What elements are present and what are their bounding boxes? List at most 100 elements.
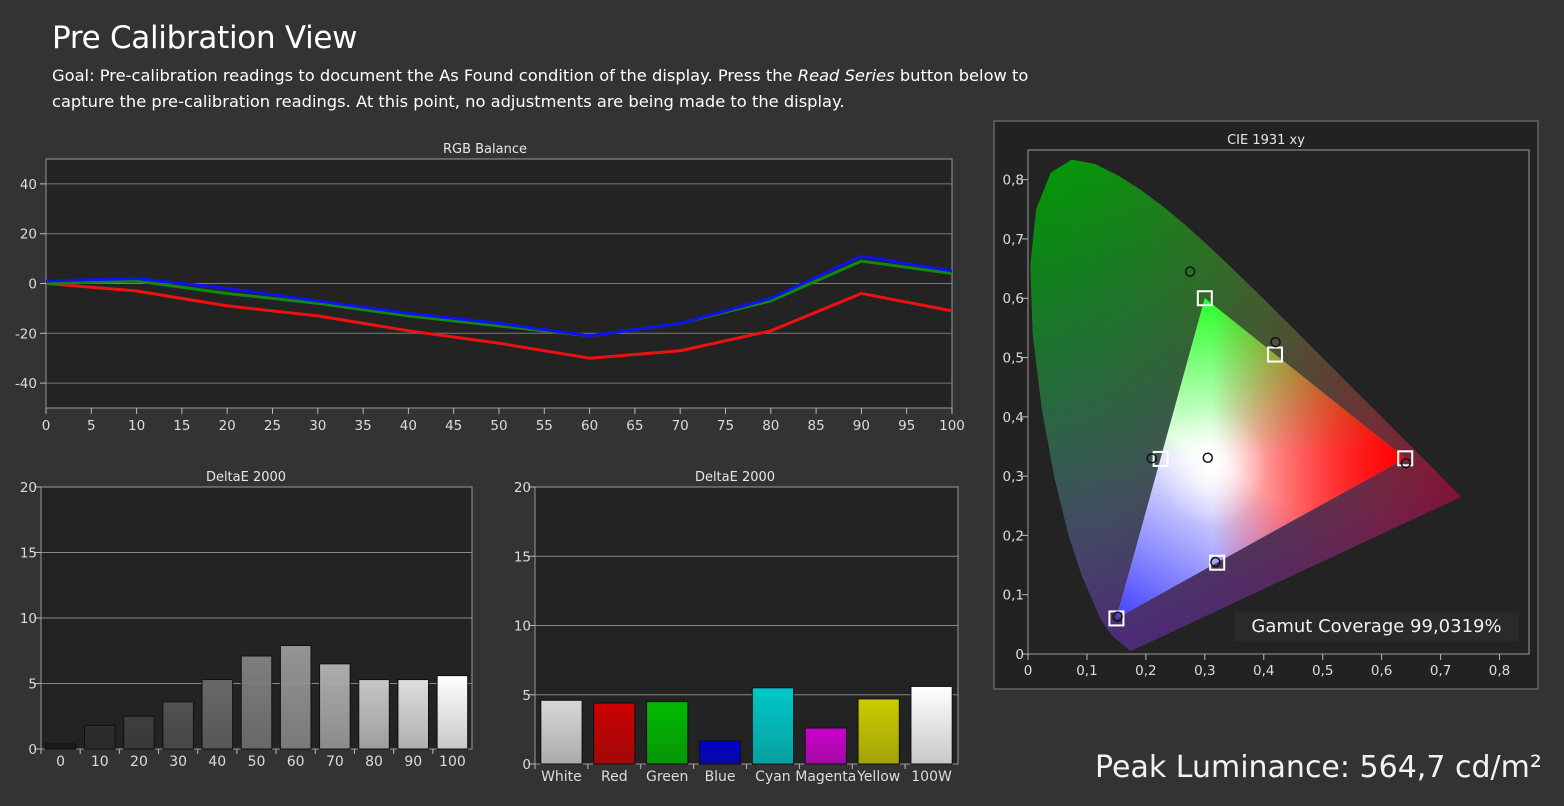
cie-target-magenta <box>1209 554 1226 571</box>
cie-ytick-label: 0,4 <box>1003 410 1024 426</box>
cie-measured-white <box>1202 452 1214 463</box>
g1-xtick-label: 0 <box>56 754 65 770</box>
cie-ytick-label: 0,5 <box>1003 351 1024 367</box>
g1-xtick-label: 60 <box>287 754 305 770</box>
g1-ytick-label: 20 <box>20 480 37 496</box>
cie-ytick-label: 0,2 <box>1003 528 1024 544</box>
rgb-red-line <box>45 282 953 360</box>
rgb-ytick-label: 40 <box>20 177 37 193</box>
rgb-ytick-label: 20 <box>20 227 37 243</box>
cie-measured-yellow <box>1270 336 1281 348</box>
g1-xtick-label: 10 <box>91 754 109 770</box>
g1-bar <box>240 655 273 750</box>
cie-target-red <box>1397 450 1414 467</box>
g1-ytick-label: 10 <box>20 611 37 627</box>
g1-bar <box>358 679 390 750</box>
g2-xtick-label: Magenta <box>795 769 856 785</box>
g2-bar <box>910 685 953 765</box>
cie-xtick-label: 0,1 <box>1076 663 1097 679</box>
cie-xtick-label: 0,3 <box>1194 663 1215 679</box>
rgb-green-line <box>45 259 953 338</box>
g1-bar <box>319 663 351 750</box>
cie-target-blue <box>1108 610 1125 627</box>
peak-luminance-label: Peak Luminance: 564,7 cd/m² <box>1095 750 1542 785</box>
g1-xtick-label: 20 <box>130 754 148 770</box>
gamut-coverage-label: Gamut Coverage 99,0319% <box>1234 613 1519 641</box>
cie-measured-magenta <box>1210 556 1221 568</box>
cie-xtick-label: 0,4 <box>1253 663 1274 679</box>
g1-bar <box>162 701 194 750</box>
g1-xtick-label: 80 <box>365 754 383 770</box>
deltae-gray-title: DeltaE 2000 <box>206 470 286 485</box>
rgb-xtick-label: 10 <box>128 418 145 434</box>
g2-xtick-label: Blue <box>705 769 736 785</box>
rgb-xtick-label: 90 <box>853 418 870 434</box>
cie-ytick-label: 0,6 <box>1003 291 1024 307</box>
rgb-xtick-label: 30 <box>309 418 326 434</box>
deltae-color-chart: DeltaE 2000 0 5 10 15 20 White Red Green Blue Cya… <box>514 470 959 785</box>
cie-target-cyan <box>1152 450 1169 467</box>
cie-measured-blue <box>1112 611 1123 622</box>
g2-ytick-label: 15 <box>514 549 531 565</box>
cie-xtick-label: 0 <box>1024 663 1033 679</box>
rgb-xtick-label: 55 <box>536 418 553 434</box>
g2-bar <box>698 739 742 765</box>
g1-ytick-label: 0 <box>28 742 37 758</box>
g1-xtick-label: 40 <box>208 754 226 770</box>
cie-ytick-label: 0,1 <box>1003 588 1024 604</box>
cie-measured-green <box>1184 266 1196 277</box>
page-title: Pre Calibration View <box>52 20 358 56</box>
g2-bar <box>540 699 583 765</box>
g1-bar <box>44 743 77 750</box>
cie-ytick-label: 0 <box>1015 647 1024 663</box>
g2-xtick-label: Yellow <box>856 769 900 785</box>
g2-xtick-label: Cyan <box>755 769 791 785</box>
g2-bar <box>593 702 636 765</box>
cie-measured-red <box>1400 457 1412 469</box>
cie-target-yellow <box>1266 346 1283 363</box>
rgb-xtick-label: 75 <box>717 418 734 434</box>
g1-bar <box>436 675 469 750</box>
rgb-xtick-label: 60 <box>581 418 598 434</box>
cie-target-green <box>1196 290 1213 307</box>
rgb-xtick-label: 35 <box>355 418 372 434</box>
goal-suffix: button below to capture the pre-calibrat… <box>52 66 1029 111</box>
g1-xtick-label: 100 <box>439 754 466 770</box>
g2-ytick-label: 0 <box>522 757 531 773</box>
rgb-xtick-label: 5 <box>87 418 96 434</box>
rgb-xtick-label: 100 <box>939 418 965 434</box>
g2-ytick-label: 10 <box>514 619 531 635</box>
cie-target-white <box>1204 450 1221 467</box>
rgb-chart-title: RGB Balance <box>443 142 527 157</box>
cie-ytick-label: 0,7 <box>1003 232 1024 248</box>
g2-xtick-label: Green <box>646 769 688 785</box>
rgb-ytick-label: -40 <box>15 376 37 392</box>
rgb-ytick-label: -20 <box>15 326 37 342</box>
rgb-xtick-label: 20 <box>219 418 236 434</box>
rgb-xtick-label: 85 <box>808 418 825 434</box>
cie-title: CIE 1931 xy <box>1227 133 1305 148</box>
cie-xtick-label: 0,5 <box>1312 663 1333 679</box>
cie-ytick-label: 0,3 <box>1003 469 1024 485</box>
g1-bar <box>123 715 155 750</box>
g1-ytick-label: 5 <box>28 677 37 693</box>
rgb-blue-line <box>45 254 953 338</box>
g1-xtick-label: 30 <box>169 754 187 770</box>
g1-bar <box>397 679 430 750</box>
g2-ytick-label: 5 <box>522 688 531 704</box>
rgb-xtick-label: 40 <box>400 418 417 434</box>
g1-bar <box>201 679 234 750</box>
cie-xtick-label: 0,2 <box>1135 663 1156 679</box>
g2-ytick-label: 20 <box>514 480 531 496</box>
cie-xtick-label: 0,7 <box>1430 663 1451 679</box>
g2-xtick-label: White <box>541 769 582 785</box>
deltae-color-title: DeltaE 2000 <box>695 470 775 485</box>
rgb-xtick-label: 0 <box>42 418 51 434</box>
g1-bar <box>279 645 312 750</box>
rgb-xtick-label: 15 <box>173 418 190 434</box>
rgb-xtick-label: 45 <box>445 418 462 434</box>
g2-bar <box>751 687 795 765</box>
cie-xtick-label: 0,8 <box>1489 663 1510 679</box>
rgb-xtick-label: 95 <box>898 418 915 434</box>
